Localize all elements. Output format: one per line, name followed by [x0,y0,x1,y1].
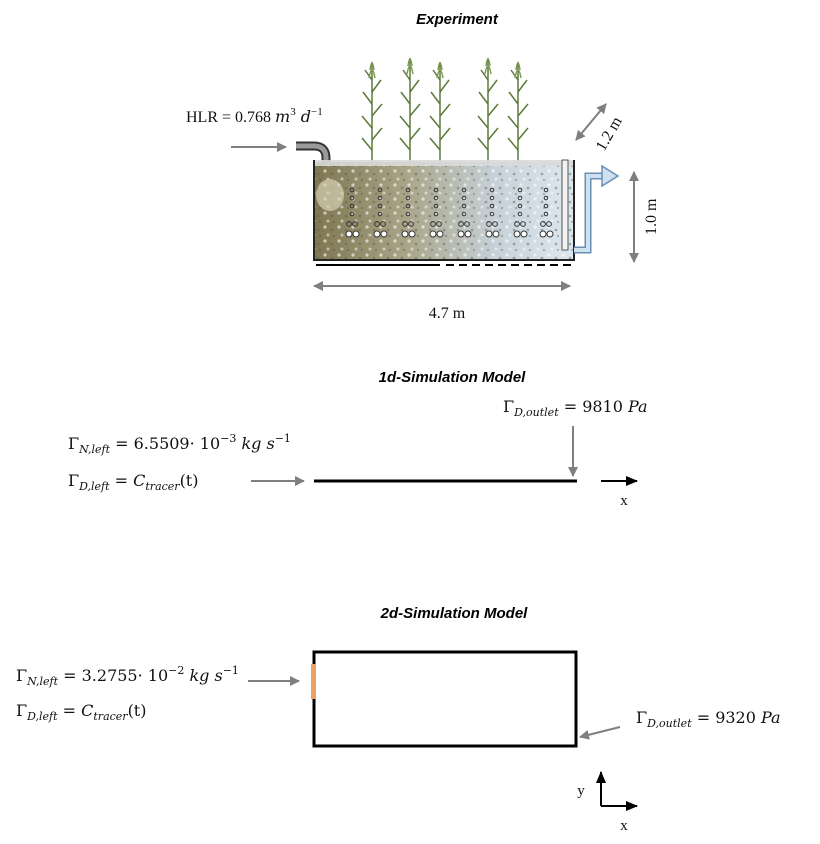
model2d-outlet-label: ΓD,outlet = 9320 Pa [636,708,781,730]
model2d-y-label: y [577,783,585,799]
model2d-dirichlet-label: ΓD,left = Ctracer(t) [16,701,146,723]
reed-plants-icon [361,58,529,162]
model2d-outlet-arrow [579,726,621,740]
model1d-outlet-label: ΓD,outlet = 9810 Pa [503,397,648,419]
width-dimension-arrow [575,103,607,141]
model2d-neumann-label: ΓN,left = 3.2755· 10−2 kg s−1 [16,664,239,688]
model2d-inlet-boundary-marker [311,664,316,699]
hlr-label: HLR = 0.768 m3 d−1 [186,106,323,126]
model2d-x-label: x [620,818,628,834]
width-label: 1.2 m [593,113,626,154]
outlet-arrow-icon [601,164,620,188]
model2d-title: 2d-Simulation Model [380,605,529,622]
model1d-dirichlet-label: ΓD,left = Ctracer(t) [68,471,198,493]
wetland-tank [313,159,575,266]
model1d-title: 1d-Simulation Model [379,369,527,386]
height-label: 1.0 m [643,198,660,235]
experiment-title: Experiment [416,11,499,28]
model1d-x-label: x [620,493,628,509]
model2d-domain-rect [312,650,578,748]
length-label: 4.7 m [429,305,466,322]
model1d-neumann-label: ΓN,left = 6.5509· 10−3 kg s−1 [68,432,291,456]
